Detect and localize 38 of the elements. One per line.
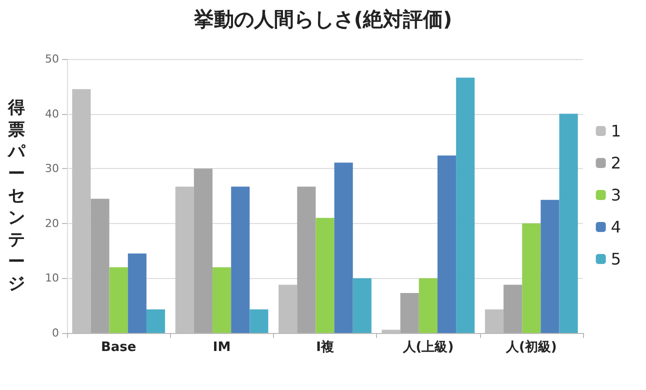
legend-label: 3 bbox=[610, 186, 622, 204]
y-tick-label: 30 bbox=[45, 162, 59, 176]
bar bbox=[128, 254, 146, 333]
bar bbox=[504, 284, 522, 333]
bar bbox=[352, 278, 372, 333]
x-tick-label: 人(初級) bbox=[504, 339, 557, 355]
y-tick-label: 40 bbox=[45, 107, 59, 120]
y-tick-label: 20 bbox=[45, 216, 59, 230]
y-tick-label: 0 bbox=[52, 326, 59, 340]
x-tick-label: I複 bbox=[316, 339, 334, 355]
y-tick-label: 50 bbox=[45, 52, 59, 66]
chart-title: 挙動の人間らしさ(絶対評価) bbox=[192, 7, 452, 31]
bar bbox=[194, 168, 213, 333]
bar bbox=[334, 162, 353, 333]
legend-label: 2 bbox=[610, 154, 622, 172]
bar bbox=[146, 309, 166, 333]
text: 得票パーセンテージ bbox=[8, 98, 25, 294]
bar bbox=[109, 267, 128, 333]
bar bbox=[400, 292, 419, 333]
bar bbox=[559, 114, 578, 333]
x-tick-label: IM bbox=[212, 340, 231, 355]
bar bbox=[297, 186, 316, 333]
bar bbox=[231, 186, 250, 333]
legend-label: 1 bbox=[610, 122, 622, 140]
bar bbox=[316, 218, 334, 333]
bar bbox=[456, 78, 475, 333]
bar bbox=[90, 198, 110, 333]
bar bbox=[250, 309, 268, 333]
bar bbox=[540, 200, 560, 333]
bar bbox=[418, 278, 438, 333]
legend-label: 4 bbox=[610, 218, 622, 236]
x-tick-label: 人(上級) bbox=[402, 340, 454, 355]
legend-label: 5 bbox=[610, 250, 622, 268]
bar bbox=[522, 223, 541, 333]
bar bbox=[437, 155, 456, 333]
y-tick-label: 10 bbox=[45, 272, 59, 285]
x-tick-label: Base bbox=[100, 340, 136, 355]
bar bbox=[212, 267, 232, 333]
